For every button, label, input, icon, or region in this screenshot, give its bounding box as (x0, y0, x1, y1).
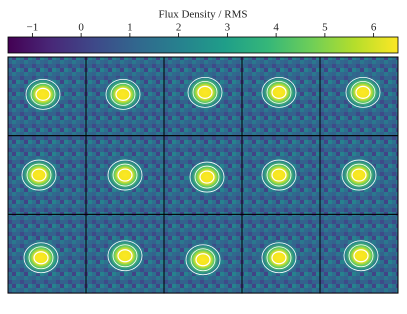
contour (107, 159, 143, 191)
contour (355, 85, 371, 99)
contour (197, 85, 213, 99)
contour (23, 242, 59, 274)
contour (117, 168, 133, 182)
panel-grid (7, 56, 399, 294)
source-blob (341, 237, 381, 274)
source-blob (105, 237, 145, 274)
contour (35, 87, 51, 101)
contour (105, 78, 141, 110)
panel-border (319, 213, 399, 294)
contour (30, 82, 56, 106)
contour (190, 248, 216, 272)
source-blob (105, 157, 145, 194)
colorbar-tick-label: 4 (273, 22, 279, 34)
contour (187, 76, 223, 108)
colorbar-tick-label: 6 (371, 22, 377, 34)
contour (271, 85, 287, 99)
contour (350, 80, 376, 104)
contour (348, 244, 374, 268)
contour (346, 163, 372, 187)
contour (266, 163, 292, 187)
contour (110, 82, 136, 106)
source-blob (259, 74, 299, 111)
source-blob (103, 76, 143, 113)
contour (341, 159, 377, 191)
contour (261, 159, 297, 191)
source-blob (23, 76, 63, 113)
contour (353, 249, 369, 263)
contour (192, 80, 218, 104)
contour (266, 246, 292, 270)
contour (343, 240, 379, 272)
colorbar-tick-label: 3 (225, 22, 231, 34)
contour (261, 242, 297, 274)
contour (25, 78, 61, 110)
contour (271, 251, 287, 265)
contour (107, 240, 143, 272)
contour (28, 246, 54, 270)
colorbar-tick-label: 5 (322, 22, 328, 34)
source-blob (185, 74, 225, 111)
source-blob (339, 157, 379, 194)
contour (33, 251, 49, 265)
contour (189, 161, 225, 193)
contour (26, 163, 52, 187)
contour (261, 76, 297, 108)
contour (199, 170, 215, 184)
colorbar-tick-label: −1 (27, 22, 39, 34)
source-blob (259, 157, 299, 194)
source-blob (183, 241, 223, 278)
contour (117, 249, 133, 263)
contour (195, 253, 211, 267)
contour (345, 76, 381, 108)
colorbar-label: Flux Density / RMS (159, 9, 248, 21)
contour (194, 165, 220, 189)
colorbar-tick-label: 1 (127, 22, 133, 34)
contour (185, 244, 221, 276)
source-blob (343, 74, 383, 111)
contour (31, 168, 47, 182)
colorbar-tick-label: 2 (176, 22, 182, 34)
contour (112, 163, 138, 187)
colorbar (7, 36, 399, 54)
contour (266, 80, 292, 104)
source-blob (19, 157, 59, 194)
contour (21, 159, 57, 191)
colorbar-tick-label: 0 (78, 22, 84, 34)
contour (112, 244, 138, 268)
contour (351, 168, 367, 182)
source-blob (21, 239, 61, 276)
contour (115, 87, 131, 101)
source-blob (259, 239, 299, 276)
contour (271, 168, 287, 182)
source-blob (187, 159, 227, 196)
